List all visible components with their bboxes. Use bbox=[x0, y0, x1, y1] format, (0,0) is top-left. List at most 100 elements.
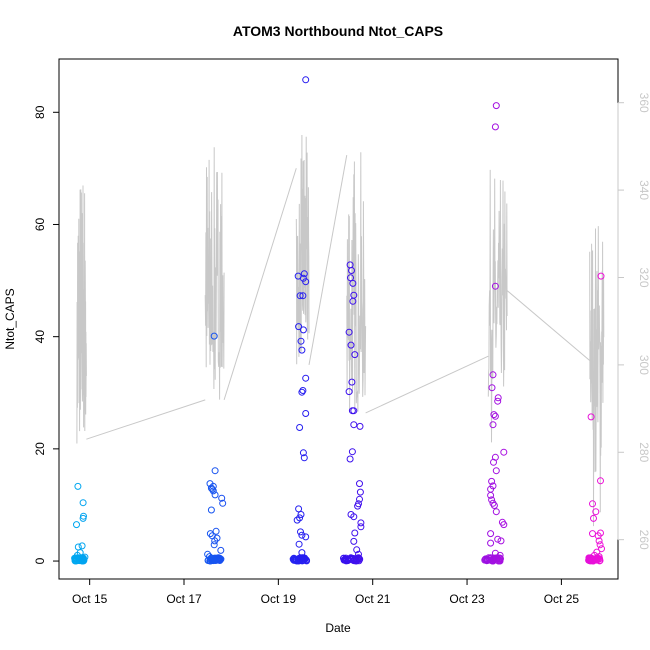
data-point bbox=[348, 407, 356, 415]
data-point bbox=[210, 332, 218, 340]
y-tick-label: 0 bbox=[33, 557, 47, 564]
line-connector bbox=[365, 355, 489, 414]
y-tick-label: 40 bbox=[33, 330, 47, 344]
data-point bbox=[302, 533, 310, 541]
data-point bbox=[299, 449, 307, 457]
x-tick-label: Oct 15 bbox=[72, 592, 108, 606]
data-point bbox=[490, 502, 498, 509]
data-point bbox=[78, 542, 86, 550]
data-point bbox=[210, 556, 218, 564]
data-point bbox=[206, 530, 214, 538]
data-point bbox=[356, 488, 364, 496]
data-point bbox=[212, 527, 220, 535]
data-point bbox=[488, 496, 496, 504]
y-tick-label: 80 bbox=[33, 105, 47, 119]
data-point bbox=[494, 535, 502, 543]
data-point bbox=[207, 506, 215, 514]
data-point bbox=[496, 551, 504, 559]
data-point bbox=[595, 537, 603, 545]
data-point bbox=[302, 278, 310, 286]
data-point bbox=[347, 274, 354, 282]
data-point bbox=[302, 76, 310, 84]
data-point bbox=[487, 530, 495, 538]
data-point bbox=[204, 550, 212, 558]
data-point bbox=[490, 458, 497, 466]
data-point bbox=[497, 537, 505, 545]
data-point bbox=[349, 279, 357, 287]
x-tick-label: Oct 21 bbox=[355, 592, 391, 606]
data-point bbox=[300, 454, 308, 462]
data-point bbox=[297, 556, 305, 564]
line-burst bbox=[204, 147, 225, 400]
data-point bbox=[348, 267, 355, 274]
data-point bbox=[595, 553, 603, 561]
data-point bbox=[296, 514, 304, 522]
data-point bbox=[299, 387, 307, 394]
data-point bbox=[290, 556, 298, 564]
data-point bbox=[295, 323, 303, 331]
data-point bbox=[297, 528, 304, 536]
data-point bbox=[79, 499, 87, 507]
line-connector bbox=[223, 168, 297, 400]
data-point bbox=[346, 455, 354, 463]
data-point bbox=[348, 448, 356, 456]
gray-line-series bbox=[76, 134, 605, 527]
data-point bbox=[590, 551, 598, 559]
data-point bbox=[357, 519, 365, 527]
data-point bbox=[355, 550, 362, 558]
data-point bbox=[73, 521, 80, 529]
data-point bbox=[594, 532, 602, 540]
data-point bbox=[302, 374, 310, 382]
data-point bbox=[500, 521, 508, 529]
y2-tick-label: 320 bbox=[637, 267, 650, 287]
line-burst bbox=[76, 185, 87, 444]
data-point bbox=[211, 491, 219, 499]
data-point bbox=[300, 270, 308, 278]
x-tick-label: Oct 19 bbox=[261, 592, 297, 606]
data-point bbox=[347, 511, 355, 518]
data-point bbox=[353, 546, 361, 554]
data-point bbox=[492, 508, 500, 516]
data-point bbox=[491, 282, 499, 290]
data-point bbox=[349, 297, 357, 305]
data-point bbox=[596, 541, 604, 549]
data-point bbox=[491, 123, 499, 131]
data-point bbox=[213, 534, 221, 542]
data-point bbox=[211, 467, 219, 475]
data-point bbox=[206, 557, 214, 565]
data-point bbox=[302, 410, 310, 417]
data-point bbox=[356, 495, 363, 503]
data-point bbox=[597, 477, 604, 485]
data-point bbox=[487, 539, 495, 547]
data-point bbox=[350, 421, 358, 429]
data-point bbox=[348, 378, 356, 386]
y-tick-label: 60 bbox=[33, 217, 47, 231]
data-point bbox=[210, 541, 218, 549]
data-point bbox=[299, 326, 307, 334]
data-point bbox=[490, 411, 498, 419]
data-point bbox=[299, 292, 307, 300]
data-point bbox=[587, 413, 595, 421]
data-point bbox=[497, 555, 504, 563]
data-point bbox=[295, 540, 303, 548]
data-point bbox=[74, 482, 82, 490]
data-point bbox=[81, 553, 89, 561]
data-point bbox=[592, 508, 600, 516]
data-point bbox=[293, 516, 301, 524]
data-point bbox=[347, 341, 355, 349]
data-point bbox=[488, 477, 496, 485]
data-point bbox=[488, 384, 496, 392]
data-point bbox=[590, 514, 597, 522]
data-point bbox=[298, 346, 306, 354]
x-tick-label: Oct 23 bbox=[449, 592, 485, 606]
data-point bbox=[496, 554, 504, 562]
x-tick-label: Oct 17 bbox=[166, 592, 202, 606]
data-point bbox=[347, 555, 355, 563]
y2-tick-label: 280 bbox=[637, 442, 650, 462]
y-axis-right: 260 280 300 320 340 360 bbox=[617, 93, 650, 550]
y2-tick-label: 360 bbox=[637, 93, 650, 113]
data-point bbox=[296, 424, 304, 431]
data-point bbox=[487, 491, 495, 499]
